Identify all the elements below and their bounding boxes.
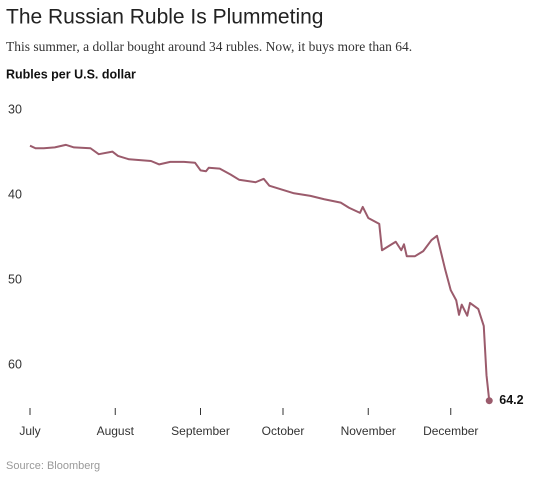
y-tick-label: 30 xyxy=(8,102,22,116)
x-tick-label: August xyxy=(97,424,135,438)
y-tick-label: 60 xyxy=(8,357,22,371)
x-tick-label: December xyxy=(423,424,478,438)
x-tick-label: September xyxy=(171,424,230,438)
line-series xyxy=(29,143,491,401)
y-axis-label: Rubles per U.S. dollar xyxy=(6,67,136,81)
y-tick-label: 40 xyxy=(8,187,22,201)
x-tick-label: July xyxy=(19,424,40,438)
end-label: 64.2 xyxy=(499,393,523,407)
chart-title: The Russian Ruble Is Plummeting xyxy=(6,6,323,29)
x-tick-label: November xyxy=(341,424,396,438)
y-tick-label: 50 xyxy=(8,272,22,286)
x-tick-label: October xyxy=(262,424,305,438)
source: Source: Bloomberg xyxy=(6,460,100,472)
end-point xyxy=(485,397,493,405)
subtitle: This summer, a dollar bought around 34 r… xyxy=(6,39,412,54)
